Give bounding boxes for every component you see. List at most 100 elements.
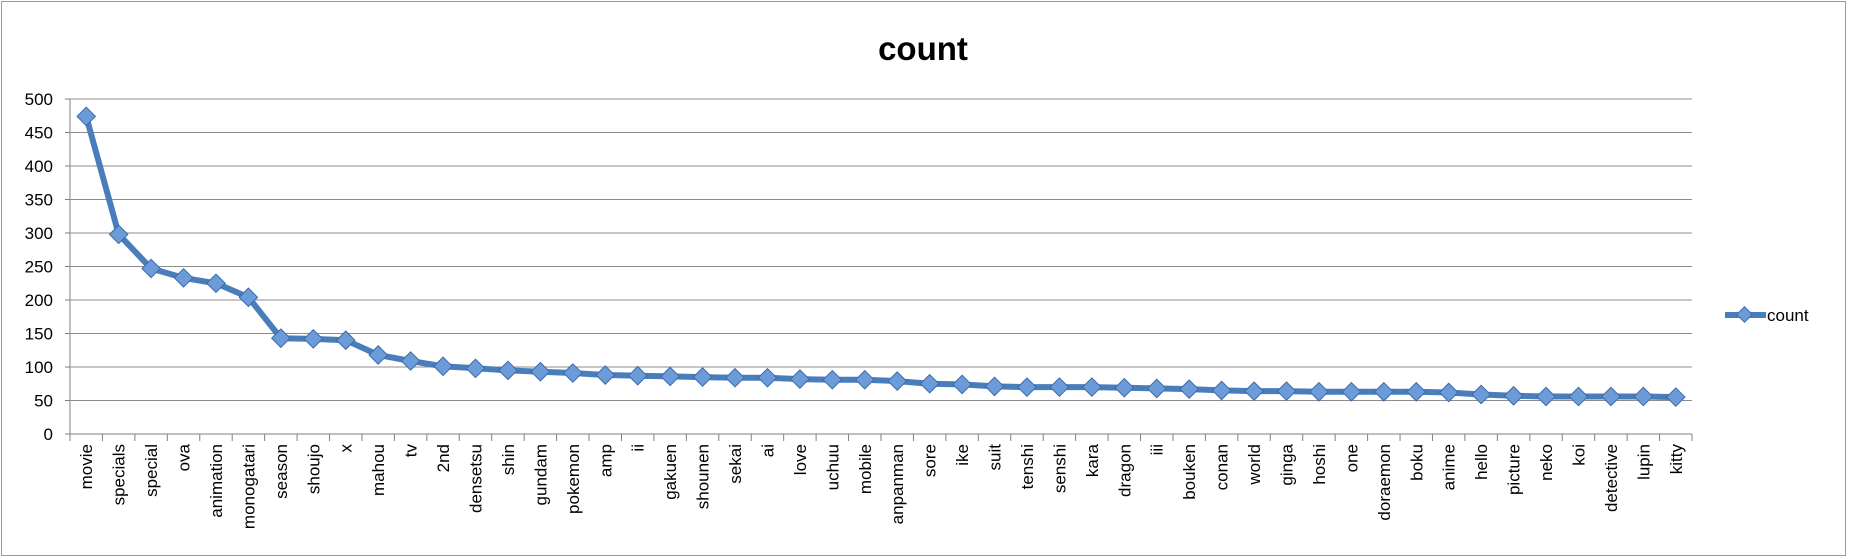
chart-title: count	[878, 30, 968, 67]
data-point	[1309, 381, 1329, 402]
data-point	[1341, 381, 1362, 402]
x-tick-label: hello	[1472, 444, 1491, 480]
data-point	[1536, 386, 1556, 407]
data-point	[1665, 387, 1686, 408]
x-tick-label: doraemon	[1375, 444, 1394, 521]
x-tick-label: kitty	[1667, 444, 1686, 475]
legend: count	[1725, 306, 1809, 325]
y-tick-label: 50	[34, 392, 53, 411]
data-point	[1471, 384, 1492, 405]
legend-label: count	[1767, 306, 1809, 325]
x-tick-label: picture	[1505, 444, 1524, 495]
data-point	[984, 376, 1005, 397]
x-tick-label: tv	[402, 444, 421, 458]
data-point	[1633, 386, 1654, 407]
data-point	[1114, 377, 1135, 398]
data-point	[854, 369, 875, 390]
x-tick-label: uchuu	[823, 444, 842, 490]
x-tick-label: gakuen	[661, 444, 680, 500]
x-tick-label: amp	[596, 444, 615, 477]
x-tick-label: suit	[986, 444, 1005, 471]
data-point	[498, 360, 518, 381]
data-point	[887, 371, 908, 391]
data-point	[1081, 377, 1102, 397]
data-point	[1049, 377, 1070, 397]
data-point	[822, 369, 843, 390]
y-tick-label: 250	[25, 258, 53, 277]
data-point	[530, 361, 551, 382]
data-point	[725, 367, 745, 388]
data-point	[1438, 382, 1459, 403]
x-tick-label: ova	[175, 443, 194, 471]
x-tick-label: ai	[758, 444, 777, 457]
data-point	[400, 351, 421, 371]
data-point	[952, 374, 972, 395]
data-point	[335, 330, 356, 351]
x-tick-label: pokemon	[564, 444, 583, 514]
x-tick-label: neko	[1537, 444, 1556, 481]
gridlines	[70, 98, 1692, 435]
y-tick-label: 100	[25, 358, 53, 377]
data-point	[1017, 377, 1037, 397]
data-point	[1568, 386, 1589, 407]
y-tick-label: 400	[25, 157, 53, 176]
x-tick-label: 2nd	[434, 444, 453, 472]
data-point	[790, 369, 810, 389]
x-axis: movie specials special ova animation monogata…	[69, 434, 1693, 529]
x-tick-label: tenshi	[1018, 444, 1037, 489]
x-tick-label: monogatari	[239, 444, 258, 529]
y-tick-label: 150	[25, 325, 53, 344]
x-tick-label: shin	[499, 444, 518, 475]
y-tick-label: 500	[25, 90, 53, 109]
x-tick-label: ii	[629, 444, 648, 452]
x-tick-label: dragon	[1115, 444, 1134, 497]
data-point	[108, 224, 129, 245]
x-tick-label: shounen	[694, 444, 713, 509]
x-tick-label: one	[1342, 444, 1361, 472]
x-tick-label: boku	[1407, 444, 1426, 481]
data-point	[465, 358, 486, 379]
y-tick-label: 200	[25, 291, 53, 310]
x-tick-label: anpanman	[888, 444, 907, 524]
x-tick-label: mobile	[856, 444, 875, 494]
data-point	[660, 366, 681, 387]
x-tick-label: kara	[1083, 443, 1102, 477]
x-tick-label: anime	[1440, 444, 1459, 490]
data-point	[562, 363, 583, 383]
x-tick-label: sore	[921, 444, 940, 477]
y-tick-label: 300	[25, 224, 53, 243]
data-point	[1503, 385, 1524, 406]
x-tick-label: x	[337, 444, 356, 453]
series-count	[76, 106, 1686, 408]
x-tick-label: lupin	[1634, 444, 1653, 480]
data-point	[141, 258, 161, 279]
x-tick-label: senshi	[1050, 444, 1069, 493]
data-point	[1601, 386, 1621, 407]
x-tick-label: koi	[1569, 444, 1588, 466]
series-line	[83, 113, 1679, 401]
data-point	[368, 345, 389, 365]
x-tick-label: detective	[1602, 444, 1621, 512]
data-point	[757, 367, 778, 388]
x-tick-label: hoshi	[1310, 444, 1329, 485]
data-point	[1179, 379, 1200, 400]
y-tick-label: 450	[25, 124, 53, 143]
x-tick-label: sekai	[726, 444, 745, 484]
data-point	[1211, 380, 1232, 401]
data-point	[1244, 381, 1264, 402]
data-point	[76, 106, 97, 127]
x-tick-label: iii	[1148, 444, 1167, 455]
x-tick-label: bouken	[1180, 444, 1199, 500]
data-point	[692, 367, 713, 387]
legend-marker	[1736, 306, 1753, 323]
data-point	[1373, 381, 1394, 402]
y-tick-label: 0	[44, 425, 53, 444]
x-tick-label: ginga	[1278, 443, 1297, 485]
x-tick-label: ike	[953, 444, 972, 466]
data-point	[206, 273, 226, 294]
data-point	[433, 356, 453, 377]
data-point	[919, 373, 940, 394]
x-tick-label: mahou	[369, 444, 388, 496]
